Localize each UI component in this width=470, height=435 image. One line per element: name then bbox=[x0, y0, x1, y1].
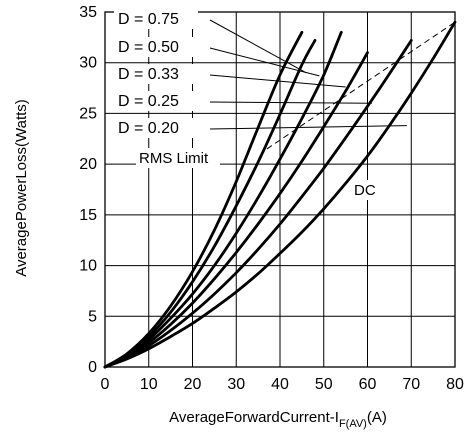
rms-limit-label: RMS Limit bbox=[139, 150, 209, 167]
duty-label-leader-line bbox=[209, 125, 407, 130]
y-tick-label: 25 bbox=[79, 105, 97, 122]
x-tick-label: 0 bbox=[101, 376, 110, 393]
duty-label-leader-line bbox=[209, 101, 372, 104]
duty-label-background bbox=[114, 118, 198, 138]
series-line-d-0-75 bbox=[103, 30, 304, 369]
dc-label-background bbox=[350, 180, 384, 200]
series-line-d-0-33 bbox=[103, 30, 343, 369]
x-tick-label: 80 bbox=[446, 376, 464, 393]
x-tick-label: 30 bbox=[227, 376, 245, 393]
rms-label-background bbox=[136, 148, 220, 168]
duty-label: D = 0.75 bbox=[118, 11, 179, 28]
duty-label: D = 0.50 bbox=[118, 39, 179, 56]
x-axis-label: AverageForwardCurrent-IF(AV)(A) bbox=[169, 409, 387, 430]
x-tick-label: 60 bbox=[359, 376, 377, 393]
series-line-d-0-20 bbox=[103, 39, 413, 369]
y-tick-label: 20 bbox=[79, 156, 97, 173]
duty-label-leader-line bbox=[209, 47, 320, 77]
y-tick-label: 35 bbox=[79, 4, 97, 21]
duty-label: D = 0.20 bbox=[118, 120, 179, 137]
duty-label-background bbox=[114, 64, 198, 84]
y-tick-label: 30 bbox=[79, 55, 97, 72]
duty-label-background bbox=[114, 37, 198, 57]
duty-label-leader-line bbox=[209, 19, 307, 74]
x-axis-label-main: AverageForwardCurrent-I bbox=[169, 409, 339, 426]
series-lines bbox=[103, 20, 457, 369]
x-tick-label: 40 bbox=[271, 376, 289, 393]
annotations: D = 0.75 D = 0.50 D = 0.33 D = 0.25 D = 0.20… bbox=[114, 9, 407, 200]
y-tick-label: 15 bbox=[79, 207, 97, 224]
dc-label: DC bbox=[354, 182, 376, 199]
x-tick-label: 70 bbox=[402, 376, 420, 393]
y-tick-label: 10 bbox=[79, 258, 97, 275]
tick-labels: 0 10 20 30 40 50 60 70 80 0 5 10 15 20 25 30 35 bbox=[79, 4, 464, 393]
plot-frame bbox=[104, 11, 456, 368]
duty-label-background bbox=[114, 91, 198, 111]
duty-label-leader-line bbox=[209, 74, 346, 88]
series-line-d-0-50 bbox=[103, 39, 317, 369]
x-tick-label: 20 bbox=[184, 376, 202, 393]
duty-label-background bbox=[114, 9, 198, 29]
series-line-dc bbox=[103, 20, 457, 369]
y-axis-label: AveragePowerLoss(Watts) bbox=[13, 99, 30, 277]
y-tick-label: 0 bbox=[88, 359, 97, 376]
duty-label: D = 0.33 bbox=[118, 66, 179, 83]
x-axis-label-unit: (A) bbox=[367, 409, 387, 426]
x-tick-label: 50 bbox=[315, 376, 333, 393]
duty-label: D = 0.25 bbox=[118, 93, 179, 110]
y-tick-label: 5 bbox=[88, 308, 97, 325]
rms-limit-line bbox=[266, 21, 456, 150]
x-tick-label: 10 bbox=[140, 376, 158, 393]
x-axis-label-subscript: F(AV) bbox=[339, 418, 367, 430]
